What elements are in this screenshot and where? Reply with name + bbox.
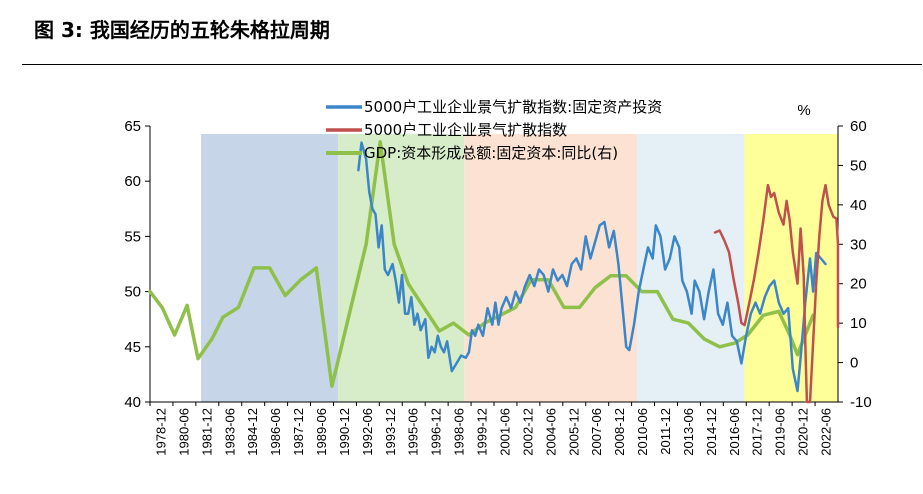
x-tick-label: 2001-06 xyxy=(497,408,512,456)
right-tick-label: 10 xyxy=(850,315,867,332)
x-tick-label: 2019-06 xyxy=(773,408,788,456)
x-tick-label: 2011-12 xyxy=(658,408,673,455)
x-tick-label: 2005-12 xyxy=(566,408,581,456)
x-tick-label: 2013-06 xyxy=(681,408,696,456)
x-tick-label: 2022-06 xyxy=(819,408,834,456)
left-tick-label: 65 xyxy=(124,118,141,135)
x-tick-label: 1983-06 xyxy=(222,408,237,456)
x-tick-label: 1990-12 xyxy=(337,408,352,456)
left-tick-label: 60 xyxy=(124,173,141,190)
right-axis-unit: % xyxy=(797,102,810,119)
legend-label-1: 5000户工业企业景气扩散指数:固定资产投资 xyxy=(364,98,662,116)
x-tick-label: 2008-12 xyxy=(612,408,627,456)
x-tick-label: 2020-12 xyxy=(796,408,811,456)
left-tick-label: 40 xyxy=(124,394,141,411)
left-tick-label: 55 xyxy=(124,228,141,245)
x-tick-label: 1989-06 xyxy=(314,408,329,456)
x-tick-label: 1980-06 xyxy=(176,408,191,456)
x-tick-label: 1984-12 xyxy=(245,408,260,456)
figure-title: 图 3: 我国经历的五轮朱格拉周期 xyxy=(34,18,330,42)
x-tick-label: 1996-12 xyxy=(429,408,444,456)
x-tick-label: 2010-06 xyxy=(635,408,650,456)
x-tick-label: 1999-12 xyxy=(475,408,490,456)
x-tick-label: 2007-06 xyxy=(589,408,604,456)
x-tick-label: 2016-06 xyxy=(727,408,742,456)
cycle-shading xyxy=(201,134,838,402)
x-tick-label: 1986-06 xyxy=(268,408,283,456)
cycle-band-3 xyxy=(464,134,638,402)
left-tick-label: 45 xyxy=(124,339,141,356)
x-tick-label: 1995-06 xyxy=(406,408,421,456)
right-tick-label: 0 xyxy=(850,355,858,372)
left-tick-label: 50 xyxy=(124,284,141,301)
x-tick-label: 2017-12 xyxy=(750,408,765,456)
x-tick-label: 1981-12 xyxy=(199,408,214,456)
legend-label-2: 5000户工业企业景气扩散指数 xyxy=(364,121,567,139)
x-tick-label: 1992-06 xyxy=(360,408,375,456)
legend-label-3: GDP:资本形成总额:固定资本:同比(右) xyxy=(364,144,618,162)
right-tick-label: 20 xyxy=(850,276,867,293)
x-tick-label: 1978-12 xyxy=(153,408,168,456)
series-line-2 xyxy=(713,183,840,404)
x-tick-label: 2002-12 xyxy=(520,408,535,456)
x-tick-label: 1993-12 xyxy=(383,408,398,456)
legend: 5000户工业企业景气扩散指数:固定资产投资 5000户工业企业景气扩散指数 GDP… xyxy=(326,98,662,162)
cycle-band-4 xyxy=(637,134,745,402)
right-tick-label: 30 xyxy=(850,236,867,253)
right-tick-label: 50 xyxy=(850,157,867,174)
series-lines xyxy=(148,140,840,404)
x-tick-label: 1987-12 xyxy=(291,408,306,456)
x-tick-label: 2004-06 xyxy=(543,408,558,456)
x-tick-label: 1998-06 xyxy=(452,408,467,456)
right-tick-label: 40 xyxy=(850,197,867,214)
x-tick-label: 2014-12 xyxy=(704,408,719,456)
right-tick-label: 60 xyxy=(850,118,867,135)
right-tick-label: -10 xyxy=(850,394,872,411)
axes: 40 45 50 55 60 65 -10 0 10 20 30 40 50 60% 1978-12 1980… xyxy=(124,102,871,456)
title-rule xyxy=(22,64,922,65)
series-line-1 xyxy=(357,141,827,393)
